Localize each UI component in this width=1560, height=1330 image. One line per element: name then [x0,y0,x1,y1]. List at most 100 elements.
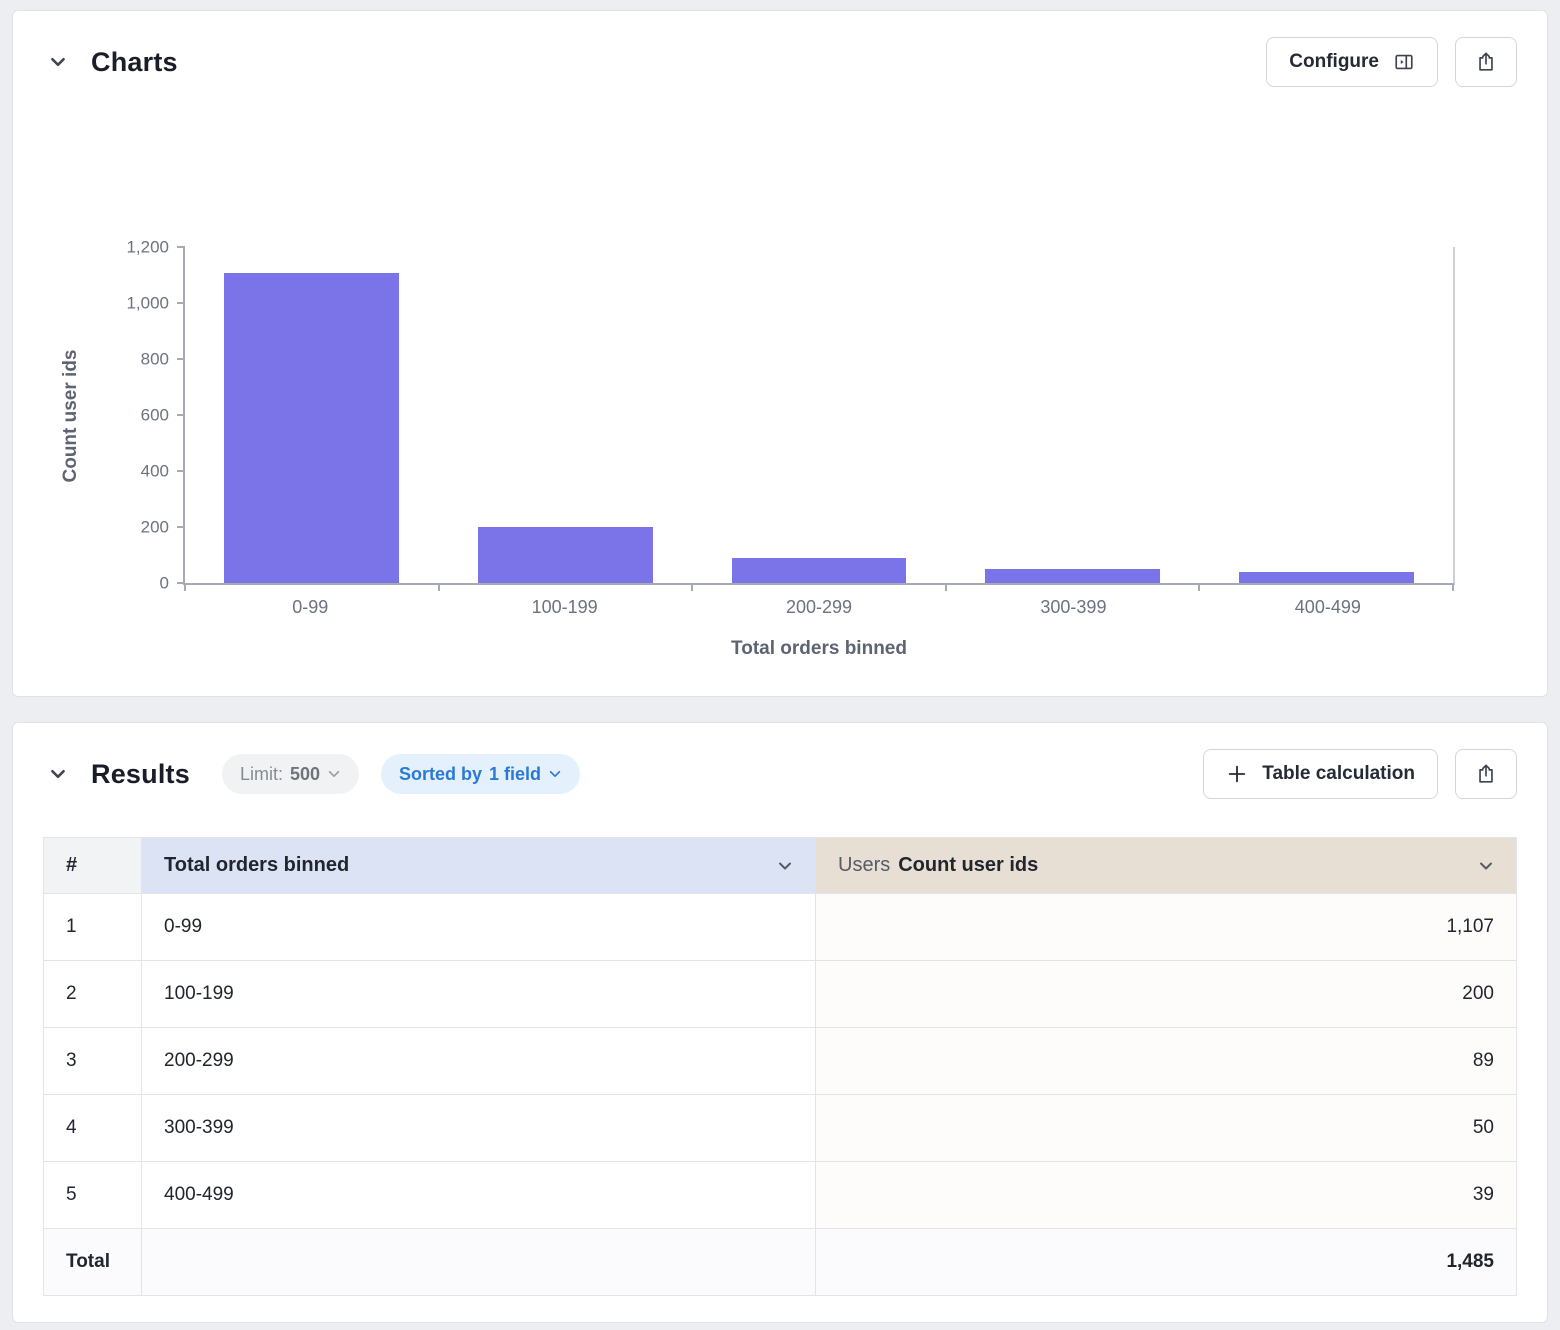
measure-field-label: Count user ids [898,854,1039,876]
x-axis-title: Total orders binned [731,638,907,659]
index-column-header: # [43,837,142,894]
sorted-by-label: Sorted by [399,763,483,784]
chevron-down-icon [328,770,340,778]
table-row: 2 100-199 200 [43,960,1517,1028]
x-tick-label: 200-299 [785,597,853,617]
x-tick-mark [944,583,947,591]
total-row: Total 1,485 [43,1228,1517,1296]
measure-view-label: Users [838,854,891,876]
x-tick-mark [184,583,186,591]
total-value-cell: 1,485 [815,1228,1517,1296]
y-tick-mark [177,246,185,248]
row-index-cell: 4 [43,1094,142,1162]
dimension-cell[interactable]: 300-399 [141,1094,816,1162]
table-row: 3 200-299 89 [43,1027,1517,1095]
limit-label: Limit: [239,763,283,784]
sorted-by-control[interactable]: Sorted by 1 field [381,754,581,794]
y-tick-label: 0 [159,573,169,593]
y-axis-title: Count user ids [60,349,81,483]
charts-panel: Charts Configure Count user ids 0 200 4 [12,10,1548,697]
row-index-cell: 5 [43,1161,142,1229]
share-icon [1479,52,1493,71]
bar-slot [692,247,946,583]
x-tick-mark [691,583,694,591]
measure-cell[interactable]: 50 [815,1094,1517,1162]
results-tbody: 1 0-99 1,107 2 100-199 200 3 200-299 89 4 300-399 5… [43,893,1517,1229]
y-tick-label: 1,000 [126,293,169,313]
results-table: # Total orders binned Users Count user id… [43,837,1517,1296]
bar-300-399[interactable] [985,569,1161,583]
y-tick-label: 1,200 [126,237,169,257]
dimension-cell[interactable]: 100-199 [141,960,816,1028]
collapse-charts-button[interactable] [43,47,73,77]
bar-slot [1199,247,1453,583]
row-index-cell: 2 [43,960,142,1028]
export-chart-button[interactable] [1455,37,1517,87]
dimension-column-header[interactable]: Total orders binned [141,837,816,894]
chevron-down-icon [1480,862,1492,869]
measure-column-header[interactable]: Users Count user ids [815,837,1517,894]
y-tick-mark [177,470,185,472]
bar-200-299[interactable] [731,558,907,583]
sorted-by-value: 1 field [489,763,542,784]
x-tick-label: 0-99 [292,597,329,617]
x-tick-mark [437,583,440,591]
chevron-down-icon [779,862,791,869]
total-label-cell: Total [43,1228,142,1296]
y-tick-mark [177,358,185,360]
measure-cell[interactable]: 200 [815,960,1517,1028]
table-calculation-label: Table calculation [1262,763,1415,784]
chart-plot: 0 200 400 600 800 1,000 1,200 [126,239,1455,592]
x-tick-labels: 0-99 100-199 200-299 300-399 400-499 [183,597,1455,618]
collapse-results-button[interactable] [43,759,73,789]
side-panel-icon [1395,54,1413,70]
results-title: Results [91,758,190,789]
x-tick-mark [1452,583,1454,591]
bar-0-99[interactable] [224,273,400,583]
dimension-cell[interactable]: 400-499 [141,1161,816,1229]
results-panel: Results Limit: 500 Sorted by 1 field Tab… [12,722,1548,1323]
plus-icon [1229,765,1246,783]
x-tick-label: 300-399 [1040,597,1107,617]
chevron-down-icon [51,769,65,779]
limit-value: 500 [289,763,320,784]
y-tick-label: 800 [140,349,169,369]
measure-cell[interactable]: 1,107 [815,893,1517,961]
x-tick-mark [1198,583,1201,591]
bar-slot [439,247,693,583]
table-header-row: # Total orders binned Users Count user id… [43,837,1517,894]
table-row: 1 0-99 1,107 [43,893,1517,961]
results-panel-header: Results Limit: 500 Sorted by 1 field Tab… [43,749,1517,799]
configure-label: Configure [1289,51,1379,72]
row-index-cell: 3 [43,1027,142,1095]
x-tick-label: 100-199 [531,597,598,617]
table-row: 4 300-399 50 [43,1094,1517,1162]
table-calculation-button[interactable]: Table calculation [1203,749,1438,799]
row-index-cell: 1 [43,893,142,961]
export-results-button[interactable] [1455,749,1517,799]
y-tick-label: 400 [140,461,169,481]
measure-cell[interactable]: 39 [815,1161,1517,1229]
y-tick-label: 200 [140,517,169,537]
bar-400-499[interactable] [1238,572,1414,583]
x-tick-label: 400-499 [1294,597,1361,617]
dimension-cell[interactable]: 200-299 [141,1027,816,1095]
configure-button[interactable]: Configure [1266,37,1438,87]
dimension-cell[interactable]: 0-99 [141,893,816,961]
y-tick-mark [177,302,185,304]
y-tick-label: 600 [140,405,169,425]
bar-row [185,247,1453,583]
bar-chart: Count user ids 0 200 400 600 800 1,000 1,200 0… [43,239,1517,660]
chevron-down-icon [51,57,65,67]
charts-title: Charts [91,46,178,77]
share-icon [1479,764,1493,783]
limit-control[interactable]: Limit: 500 [221,754,359,794]
y-tick-mark [177,582,185,584]
bar-slot [946,247,1200,583]
bar-slot [185,247,439,583]
dimension-header-label: Total orders binned [164,854,350,876]
y-tick-mark [177,526,185,528]
bar-100-199[interactable] [477,527,653,583]
table-row: 5 400-499 39 [43,1161,1517,1229]
measure-cell[interactable]: 89 [815,1027,1517,1095]
